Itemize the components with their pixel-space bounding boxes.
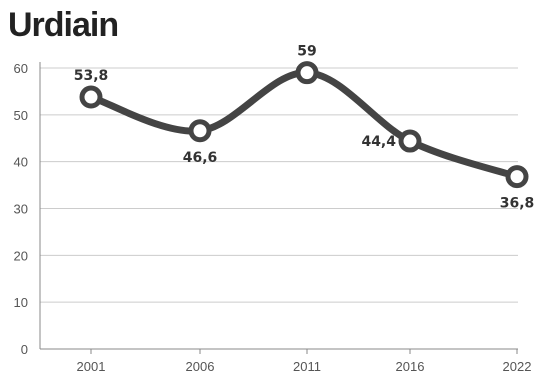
x-axis: 2001 2006 2011 2016 2022 <box>40 348 532 374</box>
data-label: 59 <box>297 44 316 60</box>
data-labels: 53,8 46,6 59 44,4 36,8 <box>74 44 535 212</box>
data-label: 44,4 <box>361 134 396 150</box>
y-axis: 0 10 20 30 40 50 60 <box>14 61 41 357</box>
data-label: 36,8 <box>500 196 535 212</box>
data-label: 46,6 <box>183 150 218 166</box>
data-point <box>295 61 319 85</box>
data-point <box>398 129 422 153</box>
data-point <box>505 165 529 189</box>
y-tick-label: 10 <box>14 295 28 310</box>
grid-lines <box>40 67 518 303</box>
x-tick-label: 2001 <box>77 359 106 374</box>
x-tick-label: 2022 <box>503 359 532 374</box>
series-line <box>87 69 521 181</box>
y-tick-label: 20 <box>14 248 28 263</box>
data-point <box>79 85 103 109</box>
x-tick-label: 2011 <box>293 359 321 374</box>
y-tick-label: 50 <box>14 108 28 123</box>
x-tick-label: 2006 <box>186 359 215 374</box>
series-group <box>79 61 529 189</box>
x-tick-label: 2016 <box>396 359 425 374</box>
y-tick-label: 40 <box>14 155 28 170</box>
chart-title: Urdiain <box>8 6 119 44</box>
data-point <box>188 119 212 143</box>
y-tick-label: 0 <box>21 342 28 357</box>
y-tick-label: 60 <box>14 61 28 76</box>
y-tick-label: 30 <box>14 202 28 217</box>
data-label: 53,8 <box>74 68 109 84</box>
